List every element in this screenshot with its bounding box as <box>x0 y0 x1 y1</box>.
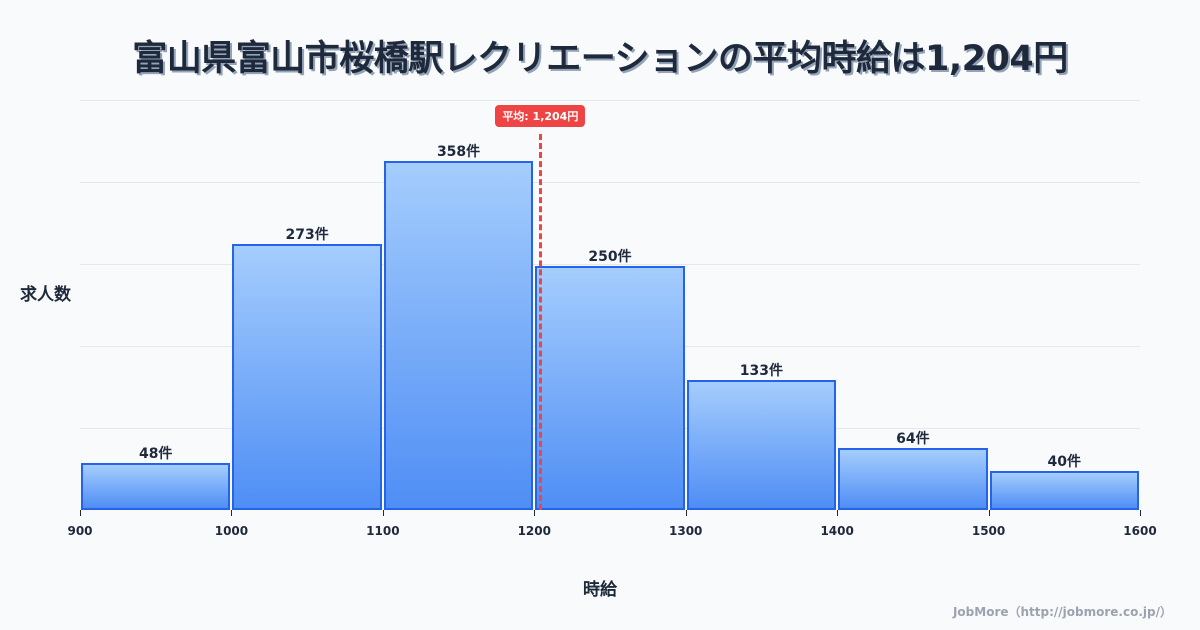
bar-value-label: 40件 <box>1047 453 1082 470</box>
x-tick <box>80 510 81 516</box>
histogram-bar <box>838 447 988 510</box>
y-axis-label: 求人数 <box>20 285 71 305</box>
histogram-bar <box>383 160 534 510</box>
x-tick <box>382 510 384 516</box>
x-tick-label: 1200 <box>517 524 551 538</box>
plot-area: 48件 273件 358件 250件 133件 64件 40件 900 1000 1100 1200… <box>67 100 1157 538</box>
x-tick-label: 1100 <box>366 524 400 538</box>
bar-value-label: 250件 <box>588 249 632 266</box>
x-tick <box>1140 510 1141 516</box>
x-tick <box>837 510 839 516</box>
x-tick-label: 1600 <box>1123 524 1157 538</box>
histogram-bar <box>535 266 685 510</box>
bar-value-label: 64件 <box>896 430 930 447</box>
bar-value-label: 133件 <box>739 363 784 380</box>
histogram-bar <box>232 243 382 510</box>
x-tick <box>231 510 233 516</box>
x-tick <box>685 510 687 516</box>
footer-credit: JobMore（http://jobmore.co.jp/） <box>952 605 1172 619</box>
bar-value-label: 273件 <box>285 226 329 243</box>
chart-title: 富山県富山市桜橋駅レクリエーションの平均時給は1,204円 <box>132 39 1068 79</box>
x-tick-label: 1000 <box>214 524 249 538</box>
histogram-bar <box>81 463 231 510</box>
gridline <box>80 182 1140 183</box>
bar-value-label: 48件 <box>138 446 173 463</box>
x-axis-label: 時給 <box>583 580 617 600</box>
histogram-bar <box>989 471 1139 510</box>
histogram-bar <box>686 380 837 510</box>
x-tick-label: 1300 <box>669 524 703 538</box>
gridline <box>80 264 1140 265</box>
x-tick <box>534 510 536 516</box>
x-tick-label: 1400 <box>820 524 854 538</box>
bar-value-label: 358件 <box>436 143 481 160</box>
x-tick-label: 900 <box>67 524 93 538</box>
x-tick <box>988 510 990 516</box>
gridline <box>80 100 1140 101</box>
x-tick-label: 1500 <box>971 524 1006 538</box>
mean-badge: 平均: 1,204円 <box>495 105 586 127</box>
mean-line <box>539 134 543 510</box>
